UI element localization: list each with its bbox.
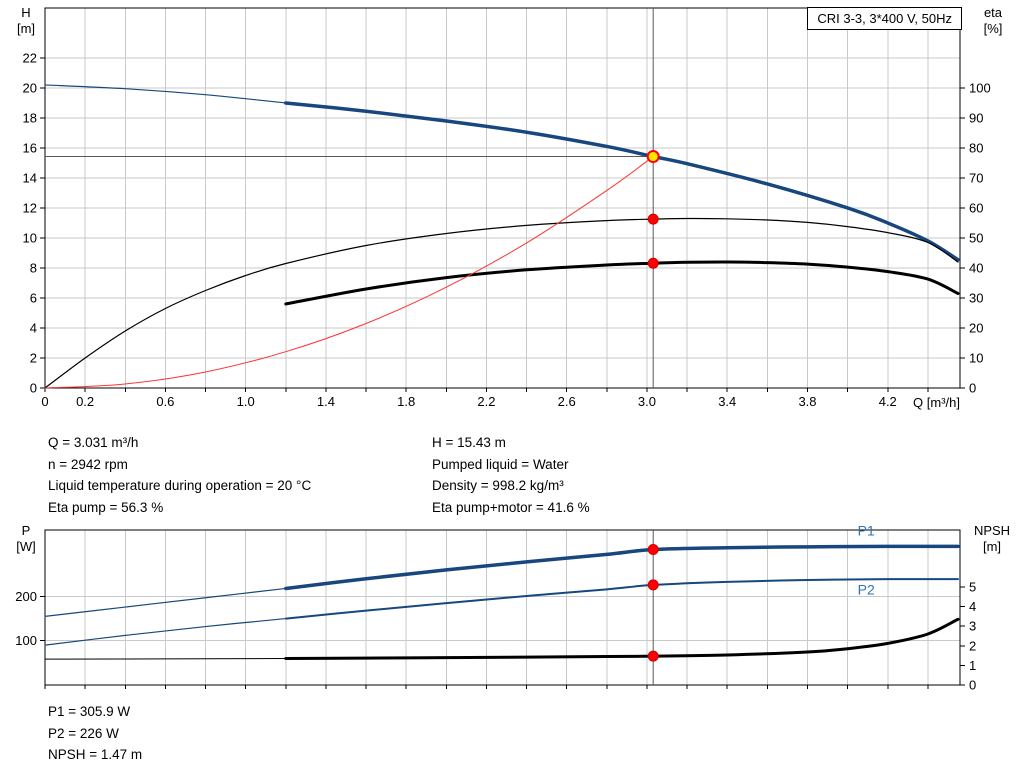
h-axis-title: H [m] — [6, 5, 46, 37]
left-tick-label: 6 — [30, 290, 37, 305]
x-tick-label: 0 — [41, 394, 48, 409]
eta-axis-title-symbol: eta — [983, 5, 1003, 20]
right-tick-label: 100 — [969, 81, 991, 96]
power-info-block: P1 = 305.9 W P2 = 226 W NPSH = 1.47 m — [48, 701, 142, 766]
right-tick-label: 4 — [969, 599, 976, 614]
left-tick-label: 10 — [23, 230, 37, 245]
left-tick-label: 20 — [23, 80, 37, 95]
right-tick-label: 0 — [969, 381, 976, 396]
pump-title-box: CRI 3-3, 3*400 V, 50Hz — [807, 7, 962, 30]
p1-curve — [284, 544, 960, 591]
p-axis-title-unit: [W] — [16, 539, 36, 554]
eta-pump-duty-dot — [647, 213, 659, 225]
system-curve — [44, 156, 654, 389]
info-density: Density = 998.2 kg/m³ — [432, 478, 564, 493]
p2-curve-low-flow — [44, 617, 287, 646]
x-tick-label: 2.2 — [477, 394, 495, 409]
p1-duty-dot — [647, 544, 659, 556]
npsh-duty-dot — [647, 650, 659, 662]
eta-pump-curve — [44, 217, 959, 389]
right-tick-label: 70 — [969, 171, 983, 186]
h-axis-title-unit: [m] — [16, 21, 36, 36]
x-tick-label: 3.8 — [798, 394, 816, 409]
npsh-axis-title-unit: [m] — [982, 539, 1002, 554]
eta-axis-title: eta [%] — [968, 5, 1018, 37]
right-tick-label: 90 — [969, 111, 983, 126]
npsh-curve — [284, 617, 960, 661]
left-tick-label: 100 — [15, 633, 37, 648]
p1-curve-low-flow — [44, 587, 287, 617]
npsh-curve-low-flow — [44, 658, 287, 660]
info-head: H = 15.43 m — [432, 435, 506, 450]
p2-duty-dot — [647, 579, 659, 591]
npsh-axis-title: NPSH [m] — [964, 523, 1020, 555]
right-tick-label: 3 — [969, 619, 976, 634]
left-tick-label: 18 — [23, 110, 37, 125]
left-tick-label: 14 — [23, 170, 37, 185]
x-tick-label: 2.6 — [558, 394, 576, 409]
power-npsh-chart: 100 200 0 1 2 3 4 5 P1 P2 — [15, 522, 976, 693]
series-label-p2: P2 — [858, 582, 875, 598]
duty-info-right-column: H = 15.43 m Pumped liquid = Water Densit… — [432, 432, 590, 518]
right-tick-label: 10 — [969, 351, 983, 366]
left-tick-label: 2 — [30, 350, 37, 365]
series-label-p1: P1 — [858, 522, 875, 538]
right-tick-label: 60 — [969, 201, 983, 216]
x-tick-label: 1.8 — [397, 394, 415, 409]
left-tick-label: 16 — [23, 140, 37, 155]
eta-pump-motor-duty-dot — [647, 257, 659, 269]
info-p1: P1 = 305.9 W — [48, 704, 131, 719]
left-tick-label: 22 — [23, 50, 37, 65]
right-tick-label: 1 — [969, 658, 976, 673]
x-tick-label: 4.2 — [879, 394, 897, 409]
right-tick-label: 2 — [969, 638, 976, 653]
eta-axis-title-unit: [%] — [983, 21, 1003, 36]
plot-border — [44, 7, 961, 389]
left-tick-label: 200 — [15, 589, 37, 604]
p-axis-title: P [W] — [6, 523, 46, 555]
x-tick-label: 3.4 — [718, 394, 736, 409]
info-pumped-liquid: Pumped liquid = Water — [432, 456, 569, 472]
right-tick-label: 20 — [969, 321, 983, 336]
hq-eta-chart: 0 2 4 6 8 10 12 14 16 18 20 22 0 10 20 30 40 50 60 70 80 90 10… — [23, 7, 991, 409]
head-curve-low-flow — [44, 84, 287, 104]
right-tick-label: 80 — [969, 141, 983, 156]
left-tick-label: 8 — [30, 260, 37, 275]
right-tick-label: 0 — [969, 678, 976, 693]
duty-info-left-column: Q = 3.031 m³/h n = 2942 rpm Liquid tempe… — [48, 432, 311, 518]
left-tick-label: 12 — [23, 200, 37, 215]
info-eta-pump-motor: Eta pump+motor = 41.6 % — [432, 499, 590, 515]
x-tick-label: 1.4 — [317, 394, 335, 409]
plot-border — [44, 529, 961, 686]
info-speed: n = 2942 rpm — [48, 456, 128, 472]
eta-pump-motor-curve — [284, 260, 960, 306]
p2-curve — [284, 578, 959, 620]
h-axis-title-symbol: H — [21, 5, 31, 20]
right-tick-label: 40 — [969, 261, 983, 276]
x-tick-label: 0.6 — [156, 394, 174, 409]
q-axis-title: Q [m³/h] — [913, 395, 960, 410]
x-tick-label: 3.0 — [638, 394, 656, 409]
info-liquid-temperature: Liquid temperature during operation = 20… — [48, 478, 312, 493]
left-tick-label: 4 — [30, 320, 37, 335]
info-eta-pump: Eta pump = 56.3 % — [48, 499, 164, 515]
head-curve — [284, 101, 960, 262]
x-tick-label: 0.2 — [76, 394, 94, 409]
right-tick-label: 5 — [969, 579, 976, 594]
info-flow: Q = 3.031 m³/h — [48, 435, 139, 450]
info-p2: P2 = 226 W — [48, 725, 119, 741]
duty-point — [646, 150, 660, 164]
right-tick-label: 50 — [969, 231, 983, 246]
info-npsh: NPSH = 1.47 m — [48, 747, 143, 762]
p-axis-title-symbol: P — [21, 523, 31, 538]
right-tick-label: 30 — [969, 291, 983, 306]
npsh-axis-title-symbol: NPSH — [973, 523, 1011, 538]
left-tick-label: 0 — [30, 381, 37, 396]
x-tick-label: 1.0 — [237, 394, 255, 409]
